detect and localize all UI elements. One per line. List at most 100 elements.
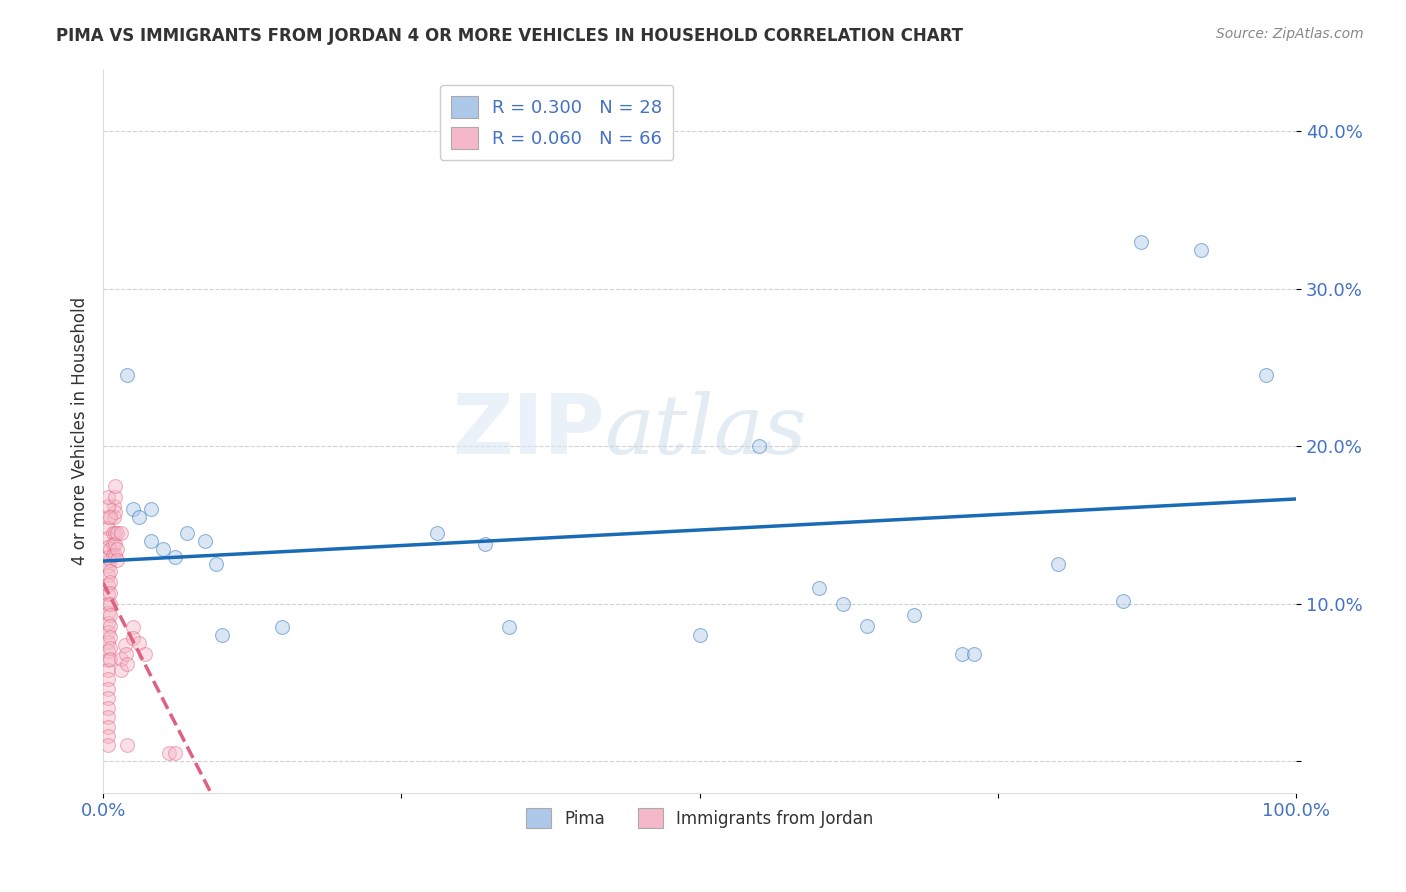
Point <box>104 505 127 519</box>
Point <box>97 625 120 640</box>
Point <box>115 657 138 671</box>
Point <box>97 587 120 601</box>
Point <box>474 537 496 551</box>
Point <box>1189 243 1212 257</box>
Point <box>1256 368 1278 383</box>
Point <box>271 620 294 634</box>
Point <box>98 630 121 644</box>
Point <box>97 606 120 620</box>
Point <box>98 552 121 566</box>
Point <box>97 681 120 696</box>
Point <box>97 644 120 658</box>
Point <box>426 525 449 540</box>
Point <box>97 634 120 648</box>
Point <box>101 537 124 551</box>
Point <box>97 700 120 714</box>
Point <box>104 537 127 551</box>
Point <box>97 578 120 592</box>
Point <box>855 619 877 633</box>
Point <box>114 638 136 652</box>
Point <box>122 620 145 634</box>
Point <box>97 510 120 524</box>
Text: atlas: atlas <box>605 391 807 471</box>
Point <box>98 585 121 599</box>
Point <box>205 558 228 572</box>
Point <box>97 691 120 706</box>
Point <box>97 540 120 554</box>
Point <box>110 525 132 540</box>
Point <box>1130 235 1153 249</box>
Point <box>97 549 120 564</box>
Point <box>163 747 186 761</box>
Point <box>104 525 127 540</box>
Point <box>97 720 120 734</box>
Point <box>498 620 520 634</box>
Point <box>97 653 120 667</box>
Point <box>101 548 124 562</box>
Point <box>107 525 129 540</box>
Point <box>963 647 986 661</box>
Point <box>97 531 120 545</box>
Point <box>157 747 180 761</box>
Text: ZIP: ZIP <box>451 390 605 471</box>
Point <box>1112 593 1135 607</box>
Point <box>97 710 120 724</box>
Point <box>104 548 127 562</box>
Point <box>103 510 125 524</box>
Point <box>152 541 174 556</box>
Point <box>97 490 120 504</box>
Point <box>98 652 121 666</box>
Point <box>97 729 120 743</box>
Point <box>110 663 132 677</box>
Point <box>193 533 215 548</box>
Point <box>107 552 129 566</box>
Point <box>107 541 129 556</box>
Point <box>97 558 120 573</box>
Point <box>98 541 121 556</box>
Point <box>1046 558 1069 572</box>
Point <box>115 739 138 753</box>
Point <box>211 628 233 642</box>
Point <box>103 499 125 513</box>
Legend: Pima, Immigrants from Jordan: Pima, Immigrants from Jordan <box>519 801 880 835</box>
Point <box>128 636 150 650</box>
Point <box>163 549 186 564</box>
Point <box>139 502 162 516</box>
Text: Source: ZipAtlas.com: Source: ZipAtlas.com <box>1216 27 1364 41</box>
Point <box>689 628 711 642</box>
Point <box>97 597 120 611</box>
Point <box>97 521 120 535</box>
Point <box>98 619 121 633</box>
Point <box>98 640 121 655</box>
Point <box>98 574 121 589</box>
Point <box>97 663 120 677</box>
Point <box>122 502 145 516</box>
Point <box>97 739 120 753</box>
Y-axis label: 4 or more Vehicles in Household: 4 or more Vehicles in Household <box>72 296 89 565</box>
Point <box>97 499 120 513</box>
Text: PIMA VS IMMIGRANTS FROM JORDAN 4 OR MORE VEHICLES IN HOUSEHOLD CORRELATION CHART: PIMA VS IMMIGRANTS FROM JORDAN 4 OR MORE… <box>56 27 963 45</box>
Point <box>98 597 121 611</box>
Point <box>97 673 120 687</box>
Point <box>176 525 198 540</box>
Point <box>98 607 121 622</box>
Point <box>104 478 127 492</box>
Point <box>114 647 136 661</box>
Point <box>139 533 162 548</box>
Point <box>950 647 973 661</box>
Point <box>98 510 121 524</box>
Point <box>97 568 120 582</box>
Point <box>104 490 127 504</box>
Point <box>134 647 156 661</box>
Point <box>748 439 770 453</box>
Point <box>122 632 145 646</box>
Point <box>808 581 831 595</box>
Point <box>128 510 150 524</box>
Point <box>903 607 925 622</box>
Point <box>101 525 124 540</box>
Point <box>831 597 853 611</box>
Point <box>98 564 121 578</box>
Point <box>115 368 138 383</box>
Point <box>97 615 120 630</box>
Point <box>110 652 132 666</box>
